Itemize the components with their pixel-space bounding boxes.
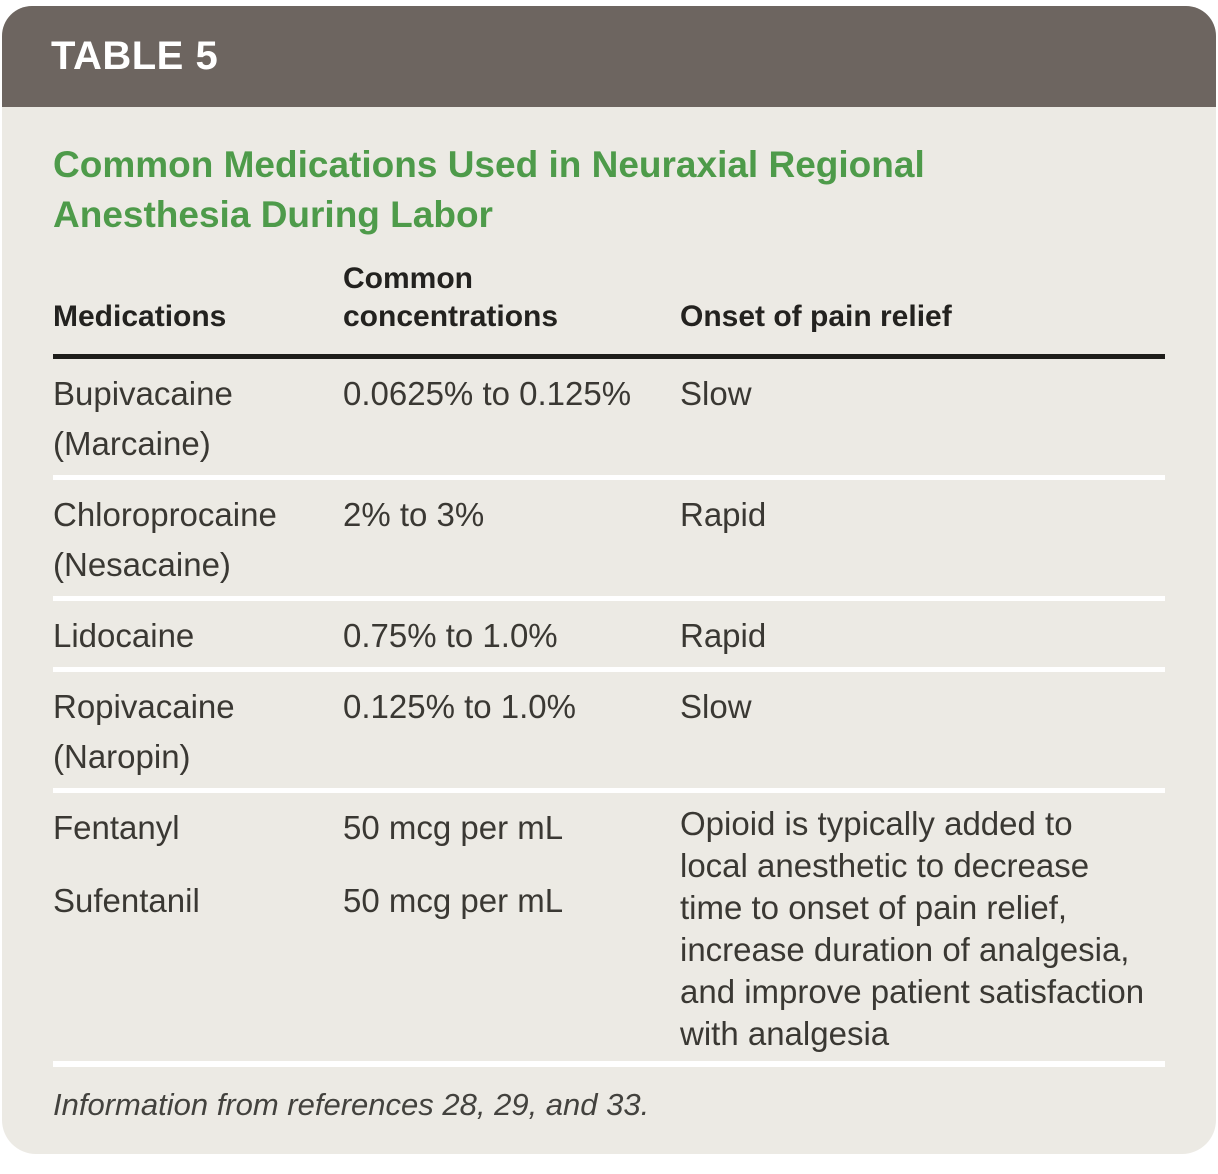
table-row-chloroprocaine: Chloroprocaine (Nesacaine) 2% to 3% Rapi… [53,480,1165,601]
medication-name: Bupivacaine [53,375,233,412]
concentration-cell: 0.0625% to 0.125% [343,375,632,412]
table-title: Common Medications Used in Neuraxial Reg… [53,144,925,235]
medication-name: Ropivacaine [53,688,235,725]
concentration-cell: 0.75% to 1.0% [343,617,558,654]
onset-cell: Rapid [680,617,767,654]
medication-name-sufentanil: Sufentanil [53,882,200,919]
medication-cell: Fentanyl Sufentanil [53,803,343,1055]
medication-cell: Chloroprocaine (Nesacaine) [53,490,343,590]
medication-cell: Ropivacaine (Naropin) [53,682,343,782]
medication-cell: Bupivacaine (Marcaine) [53,369,343,469]
medication-name: Chloroprocaine [53,496,277,533]
concentration-sufentanil: 50 mcg per mL [343,882,564,919]
table-content: Common Medications Used in Neuraxial Reg… [2,140,1216,1125]
table-footnote: Information from references 28, 29, and … [53,1087,650,1122]
onset-cell: Slow [680,688,752,725]
column-header-medications: Medications [53,300,227,333]
medication-cell: Lidocaine [53,611,343,661]
onset-cell: Slow [680,375,752,412]
medication-brand: (Naropin) [53,738,191,775]
onset-cell: Rapid [680,496,767,533]
table-number-label: TABLE 5 [51,34,219,78]
table-row-ropivacaine: Ropivacaine (Naropin) 0.125% to 1.0% Slo… [53,672,1165,793]
medication-name: Lidocaine [53,617,195,654]
table-row-opioids: Fentanyl Sufentanil 50 mcg per mL 50 mcg… [53,793,1165,1067]
medication-name-fentanyl: Fentanyl [53,809,180,846]
table-card: TABLE 5 Common Medications Used in Neura… [2,6,1216,1154]
table-header-band: TABLE 5 [2,6,1216,107]
concentration-fentanyl: 50 mcg per mL [343,809,564,846]
column-header-onset: Onset of pain relief [680,300,952,333]
column-header-row: Medications Common concentrations Onset … [53,260,1165,359]
concentration-cell: 2% to 3% [343,496,485,533]
medication-brand: (Marcaine) [53,425,211,462]
column-header-concentrations: Common concentrations [343,262,559,333]
medication-brand: (Nesacaine) [53,546,231,583]
opioid-onset-note: Opioid is typically added to local anest… [680,805,1145,1052]
table-row-bupivacaine: Bupivacaine (Marcaine) 0.0625% to 0.125%… [53,359,1165,480]
concentration-cell: 50 mcg per mL 50 mcg per mL [343,803,680,1055]
table-row-lidocaine: Lidocaine 0.75% to 1.0% Rapid [53,601,1165,672]
concentration-cell: 0.125% to 1.0% [343,688,576,725]
